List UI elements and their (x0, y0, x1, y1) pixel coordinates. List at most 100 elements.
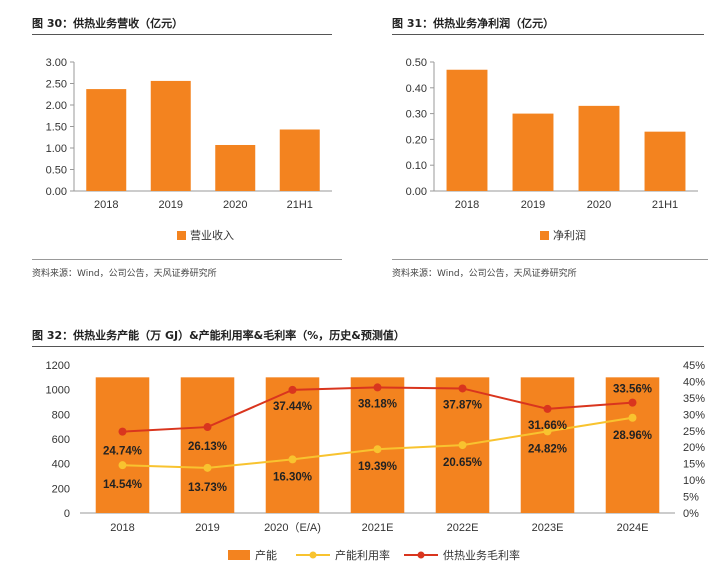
fig32-x-tick-label: 2021E (362, 522, 394, 534)
fig30-x-tick-label: 2019 (159, 199, 183, 211)
fig32-utilization-data-label: 13.73% (188, 482, 227, 494)
fig32-left-tick-label: 400 (52, 459, 70, 471)
fig32-margin-point (373, 383, 382, 392)
fig30-y-tick-label: 2.50 (46, 79, 67, 91)
fig32-legend-capacity-label: 产能 (255, 548, 277, 562)
fig30-y-tick-label: 1.00 (46, 143, 67, 155)
fig32-capacity-bar (350, 377, 405, 513)
fig31-bar (578, 105, 620, 191)
fig32-margin-data-label: 24.74% (103, 446, 142, 458)
fig32-right-tick-label: 30% (683, 409, 705, 421)
fig30-y-tick-label: 1.50 (46, 122, 67, 134)
fig31-x-tick-label: 2020 (587, 199, 611, 211)
fig32-utilization-data-label: 20.65% (443, 457, 482, 469)
fig32-utilization-point (373, 445, 382, 454)
fig31-y-tick-label: 0.50 (406, 57, 427, 69)
fig32-legend-capacity-swatch (228, 550, 250, 560)
fig30-legend-label: 营业收入 (190, 228, 234, 242)
fig30-x-tick-label: 21H1 (287, 199, 313, 211)
fig32-legend-utilization-label: 产能利用率 (335, 548, 390, 562)
fig30-title: 图 30：供热业务营收（亿元） (32, 15, 332, 35)
fig31-y-tick-label: 0.40 (406, 83, 427, 95)
capacity-combo-chart: 0 200 400 600 800 1000 1200 0% 5% 10% 15% 20% 25% 30%… (46, 360, 706, 562)
fig31-x-tick-label: 2019 (521, 199, 545, 211)
fig32-x-tick-label: 2024E (617, 522, 649, 534)
fig32-right-tick-label: 10% (683, 475, 705, 487)
fig32-utilization-point (118, 461, 127, 470)
fig31-x-tick-label: 2018 (455, 199, 479, 211)
fig30-bar (215, 144, 256, 191)
fig30-y-tick-label: 3.00 (46, 57, 67, 69)
fig32-utilization-data-label: 19.39% (358, 461, 397, 473)
fig31-y-tick-label: 0.30 (406, 109, 427, 121)
fig32-margin-data-label: 33.56% (613, 384, 652, 396)
fig32-right-tick-label: 35% (683, 393, 705, 405)
fig30-bar (279, 129, 320, 191)
fig32-right-tick-label: 40% (683, 376, 705, 388)
fig30-x-tick-label: 2020 (223, 199, 247, 211)
fig31-y-tick-label: 0.20 (406, 134, 427, 146)
fig32-right-tick-label: 15% (683, 459, 705, 471)
fig32-utilization-point (628, 413, 637, 422)
fig32-capacity-bar (605, 377, 660, 513)
fig31-bar (446, 69, 488, 191)
fig32-capacity-bar (180, 377, 235, 513)
fig32-margin-point (118, 427, 127, 436)
fig32-left-tick-label: 600 (52, 434, 70, 446)
fig32-x-tick-label: 2019 (195, 522, 219, 534)
fig32-margin-data-label: 31.66% (528, 420, 567, 432)
fig32-utilization-point (288, 455, 297, 464)
fig32-legend-margin-label: 供热业务毛利率 (443, 548, 520, 562)
fig32-right-tick-label: 5% (683, 492, 699, 504)
fig32-left-tick-label: 800 (52, 409, 70, 421)
fig32-right-tick-label: 20% (683, 442, 705, 454)
fig31-source: 资料来源：Wind，公司公告，天风证券研究所 (392, 259, 708, 279)
fig32-margin-point (628, 398, 637, 407)
fig32-x-tick-label: 2020（E/A) (264, 521, 321, 534)
fig31-bar (644, 131, 686, 191)
fig32-x-tick-label: 2018 (110, 522, 134, 534)
fig32-utilization-data-label: 28.96% (613, 430, 652, 442)
fig30-y-tick-label: 0.50 (46, 165, 67, 177)
fig32-left-tick-label: 200 (52, 483, 70, 495)
fig32-utilization-point (203, 463, 212, 472)
fig32-utilization-point (458, 441, 467, 450)
fig32-margin-data-label: 37.87% (443, 399, 482, 411)
fig32-x-tick-label: 2022E (447, 522, 479, 534)
fig30-y-tick-label: 0.00 (46, 186, 67, 198)
fig30-source: 资料来源：Wind，公司公告，天风证券研究所 (32, 259, 342, 279)
fig32-margin-point (458, 384, 467, 393)
fig31-bar (512, 113, 554, 191)
fig32-margin-point (543, 404, 552, 413)
fig32-utilization-data-label: 24.82% (528, 443, 567, 455)
fig32-margin-data-label: 37.44% (273, 401, 312, 413)
fig32-capacity-bar (520, 377, 575, 513)
fig32-x-tick-label: 2023E (532, 522, 564, 534)
fig32-margin-point (288, 385, 297, 394)
fig32-margin-data-label: 26.13% (188, 441, 227, 453)
fig32-right-tick-label: 0% (683, 508, 699, 520)
fig31-title: 图 31：供热业务净利润（亿元） (392, 15, 704, 35)
fig32-margin-data-label: 38.18% (358, 398, 397, 410)
fig32-utilization-point (543, 427, 552, 436)
fig32-left-tick-label: 1000 (46, 385, 70, 397)
fig32-margin-point (203, 423, 212, 432)
fig30-y-tick-label: 2.00 (46, 100, 67, 112)
fig30-bar (150, 80, 191, 191)
fig31-legend-label: 净利润 (553, 228, 586, 242)
fig31-y-tick-label: 0.00 (406, 186, 427, 198)
fig32-legend-utilization-marker (309, 551, 317, 559)
fig32-legend-margin-marker (417, 551, 425, 559)
fig32-capacity-bar (95, 377, 150, 513)
fig32-utilization-data-label: 16.30% (273, 471, 312, 483)
fig32-title: 图 32：供热业务产能（万 GJ）&产能利用率&毛利率（%，历史&预测值） (32, 327, 704, 347)
net-profit-bar-chart: 0.00 0.10 0.20 0.30 0.40 0.50 2018 2019 2020 21H1… (406, 57, 698, 242)
fig32-right-tick-label: 25% (683, 426, 705, 438)
fig32-utilization-data-label: 14.54% (103, 479, 142, 491)
fig32-right-tick-label: 45% (683, 360, 705, 372)
fig31-y-tick-label: 0.10 (406, 160, 427, 172)
fig30-bar (86, 89, 127, 191)
fig31-x-tick-label: 21H1 (652, 199, 678, 211)
revenue-bar-chart: 0.00 0.50 1.00 1.50 2.00 2.50 3.00 2018 2019 2020… (46, 57, 332, 242)
fig30-x-tick-label: 2018 (94, 199, 118, 211)
